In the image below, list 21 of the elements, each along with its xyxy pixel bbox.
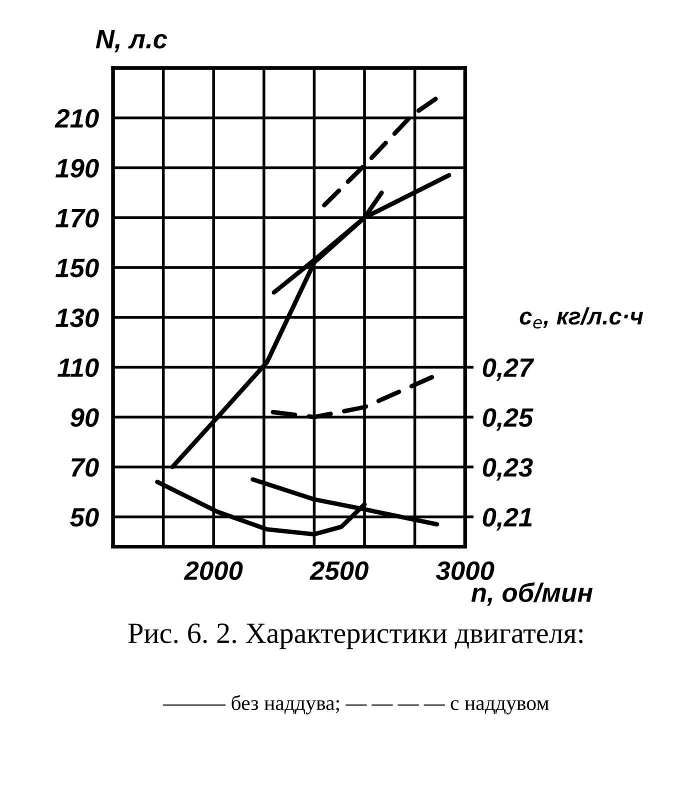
y2-axis-title: c$_{e}$, кг/л.с·ч	[520, 307, 644, 328]
y-tick-label: 50	[70, 508, 99, 527]
y-tick-label: 210	[54, 109, 99, 128]
x-axis-title: n, об/мин	[471, 582, 593, 606]
y2-tick-label: 0,27	[482, 358, 534, 381]
y-tick-label: 70	[72, 458, 99, 477]
x-tick-label: 2000	[184, 561, 243, 580]
x-tick-label: 2500	[310, 561, 368, 580]
y-tick-label: 90	[70, 408, 99, 427]
y2-tick-label: 0,23	[482, 458, 533, 481]
y-tick-label: 130	[56, 308, 99, 328]
y-tick-label: 170	[56, 208, 99, 228]
y-tick-label: 190	[56, 158, 99, 178]
y-tick-label: 150	[56, 258, 99, 278]
y2-tick-label: 0,25	[482, 408, 534, 431]
y-tick-label: 110	[57, 358, 99, 378]
x-tick-label: 3000	[436, 561, 494, 580]
text: ——— без наддува; — — — — с наддувом	[162, 694, 549, 714]
y-axis-title: N, л.с	[96, 30, 168, 52]
y2-tick-label: 0,21	[482, 508, 532, 530]
text: Рис. 6. 2. Характеристики двигателя:	[128, 624, 583, 650]
